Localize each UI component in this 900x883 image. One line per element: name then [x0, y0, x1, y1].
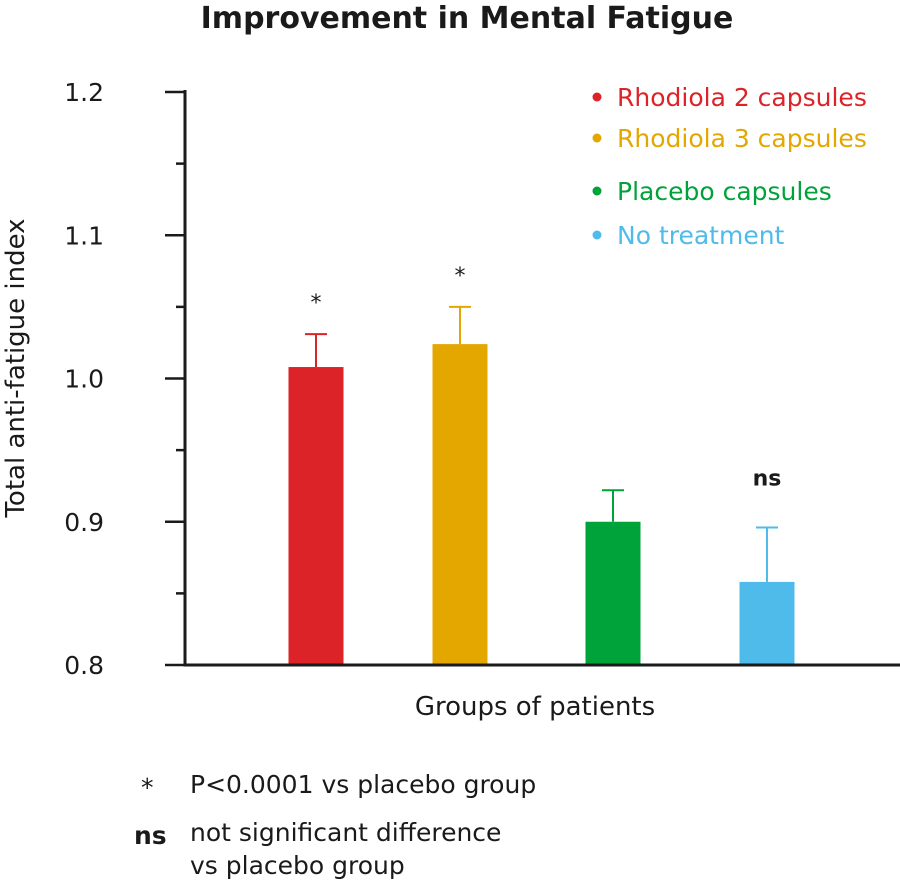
- significance-label: *: [455, 264, 466, 289]
- chart-title: Improvement in Mental Fatigue: [201, 1, 734, 36]
- legend-item: No treatment: [592, 221, 785, 250]
- y-tick-label: 1.2: [64, 78, 104, 107]
- legend-item: Rhodiola 3 capsules: [592, 124, 867, 153]
- note-ns-text-line2: vs placebo group: [190, 851, 405, 880]
- legend-label: Rhodiola 3 capsules: [617, 124, 867, 153]
- note-asterisk-symbol: *: [141, 773, 154, 802]
- bar: [585, 521, 641, 664]
- legend: Rhodiola 2 capsules Rhodiola 3 capsules Pl…: [592, 83, 867, 250]
- x-axis-title: Groups of patients: [415, 692, 655, 722]
- y-tick-label: 1.0: [64, 365, 104, 394]
- y-axis-title: Total anti-fatigue index: [1, 218, 31, 518]
- axes: 0.8 0.9 1.0 1.1 1.2: [64, 78, 900, 680]
- bar: [288, 367, 344, 664]
- bars: * * ns: [288, 264, 795, 664]
- legend-marker: [592, 92, 602, 102]
- y-tick-label: 0.8: [64, 651, 104, 680]
- legend-marker: [592, 133, 602, 143]
- legend-marker: [592, 230, 602, 240]
- bar: [432, 344, 488, 664]
- y-tick-label: 1.1: [64, 221, 104, 250]
- note-asterisk-text: P<0.0001 vs placebo group: [190, 770, 537, 799]
- legend-item: Placebo capsules: [592, 177, 832, 206]
- significance-label: ns: [753, 466, 782, 491]
- note-ns-text-line1: not significant difference: [190, 818, 502, 847]
- legend-label: No treatment: [617, 221, 785, 250]
- legend-label: Rhodiola 2 capsules: [617, 83, 867, 112]
- legend-marker: [592, 186, 602, 196]
- y-tick-label: 0.9: [64, 508, 104, 537]
- legend-label: Placebo capsules: [617, 177, 832, 206]
- legend-item: Rhodiola 2 capsules: [592, 83, 867, 112]
- significance-label: *: [311, 291, 322, 316]
- note-ns-symbol: ns: [134, 821, 167, 850]
- bar: [739, 581, 795, 664]
